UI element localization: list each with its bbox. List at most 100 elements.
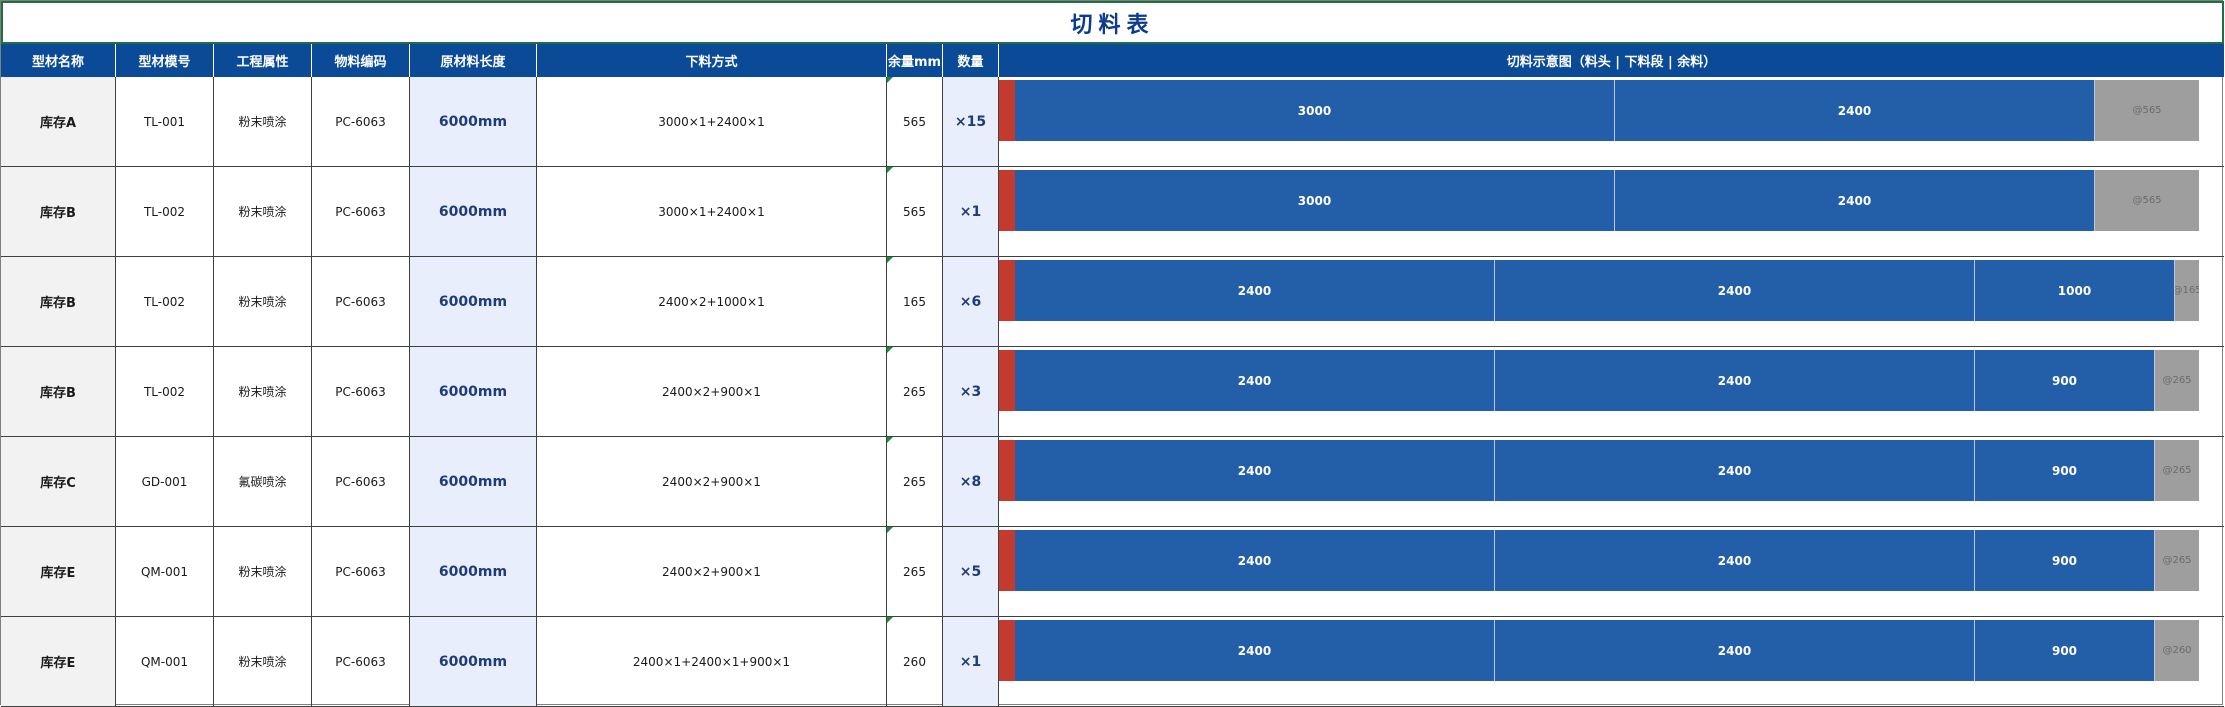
cut-diagram: 3000 2400 @565 bbox=[999, 77, 2224, 166]
cut-piece-segment: 2400 bbox=[1015, 260, 1495, 321]
cut-bar: 2400 2400 900 @265 bbox=[999, 350, 2224, 411]
cut-diagram: 2400 2400 900 @260 bbox=[999, 617, 2224, 706]
cell-raw-length[interactable]: 6000mm bbox=[410, 347, 537, 436]
cell-material-code[interactable]: PC-6063 bbox=[312, 257, 410, 346]
cell-raw-length[interactable]: 6000mm bbox=[410, 437, 537, 526]
cell-remainder[interactable]: 565 bbox=[887, 77, 943, 166]
table-row: 库存B TL-002 粉末喷涂 PC-6063 6000mm 3000×1+2400×1 5… bbox=[1, 167, 2224, 257]
header-raw-length[interactable]: 原材料长度 bbox=[410, 44, 537, 77]
remainder-segment: @165 bbox=[2175, 260, 2199, 321]
cut-piece-segment: 2400 bbox=[1015, 530, 1495, 591]
remainder-value: 260 bbox=[903, 654, 926, 669]
cut-bar: 3000 2400 @565 bbox=[999, 170, 2224, 231]
cut-diagram: 2400 2400 900 @265 bbox=[999, 437, 2224, 526]
cell-material-code[interactable]: PC-6063 bbox=[312, 347, 410, 436]
cell-profile-name[interactable]: 库存E bbox=[1, 617, 116, 706]
remainder-segment: @260 bbox=[2155, 620, 2199, 681]
header-profile-name[interactable]: 型材名称 bbox=[1, 44, 116, 77]
cell-project-attr[interactable]: 粉末喷涂 bbox=[214, 527, 312, 616]
remainder-segment: @265 bbox=[2155, 530, 2199, 591]
header-profile-model[interactable]: 型材模号 bbox=[116, 44, 214, 77]
cell-project-attr[interactable]: 氟碳喷涂 bbox=[214, 437, 312, 526]
cut-piece-segment: 2400 bbox=[1615, 170, 2095, 231]
cell-profile-name[interactable]: 库存E bbox=[1, 527, 116, 616]
title-cell[interactable]: 切料表 bbox=[1, 1, 2224, 44]
remainder-segment: @565 bbox=[2095, 170, 2199, 231]
cell-material-code[interactable]: PC-6063 bbox=[312, 167, 410, 256]
cell-profile-model[interactable]: QM-001 bbox=[116, 527, 214, 616]
cell-profile-name[interactable]: 库存B bbox=[1, 167, 116, 256]
cut-piece-segment: 3000 bbox=[1015, 80, 1615, 141]
header-project-attr[interactable]: 工程属性 bbox=[214, 44, 312, 77]
header-quantity[interactable]: 数量 bbox=[943, 44, 999, 77]
cell-project-attr[interactable]: 粉末喷涂 bbox=[214, 617, 312, 706]
cell-cut-method[interactable]: 3000×1+2400×1 bbox=[537, 167, 887, 256]
cut-piece-segment: 900 bbox=[1975, 530, 2155, 591]
cut-bar: 2400 2400 900 @265 bbox=[999, 440, 2224, 501]
cell-material-code[interactable]: PC-6063 bbox=[312, 77, 410, 166]
remainder-value: 565 bbox=[903, 204, 926, 219]
cell-cut-method[interactable]: 2400×2+900×1 bbox=[537, 347, 887, 436]
cell-remainder[interactable]: 265 bbox=[887, 347, 943, 436]
cell-project-attr[interactable]: 粉末喷涂 bbox=[214, 167, 312, 256]
cell-cut-method[interactable]: 2400×2+900×1 bbox=[537, 527, 887, 616]
cut-piece-segment: 2400 bbox=[1495, 440, 1975, 501]
formula-indicator-icon bbox=[887, 347, 893, 353]
cell-profile-name[interactable]: 库存B bbox=[1, 257, 116, 346]
cell-profile-model[interactable]: GD-001 bbox=[116, 437, 214, 526]
cell-project-attr[interactable]: 粉末喷涂 bbox=[214, 77, 312, 166]
cut-bar: 2400 2400 900 @265 bbox=[999, 530, 2224, 591]
cell-quantity[interactable]: ×8 bbox=[943, 437, 999, 526]
table-row: 库存E QM-001 粉末喷涂 PC-6063 6000mm 2400×1+2400×1+… bbox=[1, 617, 2224, 707]
cell-profile-name[interactable]: 库存C bbox=[1, 437, 116, 526]
cell-raw-length[interactable]: 6000mm bbox=[410, 77, 537, 166]
material-head-segment bbox=[999, 530, 1015, 591]
cell-cut-method[interactable]: 2400×1+2400×1+900×1 bbox=[537, 617, 887, 706]
cell-cut-method[interactable]: 2400×2+1000×1 bbox=[537, 257, 887, 346]
cell-material-code[interactable]: PC-6063 bbox=[312, 617, 410, 706]
cell-quantity[interactable]: ×1 bbox=[943, 167, 999, 256]
cell-quantity[interactable]: ×1 bbox=[943, 617, 999, 706]
cell-quantity[interactable]: ×15 bbox=[943, 77, 999, 166]
cell-profile-model[interactable]: TL-002 bbox=[116, 167, 214, 256]
cell-remainder[interactable]: 265 bbox=[887, 437, 943, 526]
header-cut-diagram[interactable]: 切料示意图（料头 | 下料段 | 余料） bbox=[1506, 55, 1717, 70]
cell-cut-method[interactable]: 2400×2+900×1 bbox=[537, 437, 887, 526]
cut-diagram: 2400 2400 900 @265 bbox=[999, 347, 2224, 436]
cut-piece-segment: 900 bbox=[1975, 350, 2155, 411]
material-head-segment bbox=[999, 260, 1015, 321]
cell-material-code[interactable]: PC-6063 bbox=[312, 527, 410, 616]
header-material-code[interactable]: 物料编码 bbox=[312, 44, 410, 77]
header-remainder[interactable]: 余量mm bbox=[887, 44, 943, 77]
cell-profile-model[interactable]: TL-002 bbox=[116, 257, 214, 346]
cell-remainder[interactable]: 265 bbox=[887, 527, 943, 616]
cell-raw-length[interactable]: 6000mm bbox=[410, 167, 537, 256]
cell-remainder[interactable]: 165 bbox=[887, 257, 943, 346]
cell-quantity[interactable]: ×3 bbox=[943, 347, 999, 436]
cell-remainder[interactable]: 260 bbox=[887, 617, 943, 706]
cell-quantity[interactable]: ×5 bbox=[943, 527, 999, 616]
cut-piece-segment: 1000 bbox=[1975, 260, 2175, 321]
cell-remainder[interactable]: 565 bbox=[887, 167, 943, 256]
formula-indicator-icon bbox=[887, 167, 893, 173]
cell-profile-model[interactable]: TL-002 bbox=[116, 347, 214, 436]
cut-piece-segment: 2400 bbox=[1495, 350, 1975, 411]
cell-raw-length[interactable]: 6000mm bbox=[410, 617, 537, 706]
cell-profile-name[interactable]: 库存B bbox=[1, 347, 116, 436]
cell-profile-model[interactable]: QM-001 bbox=[116, 617, 214, 706]
cell-raw-length[interactable]: 6000mm bbox=[410, 257, 537, 346]
cell-material-code[interactable]: PC-6063 bbox=[312, 437, 410, 526]
remainder-value: 265 bbox=[903, 474, 926, 489]
cell-profile-name[interactable]: 库存A bbox=[1, 77, 116, 166]
remainder-segment: @565 bbox=[2095, 80, 2199, 141]
cell-cut-method[interactable]: 3000×1+2400×1 bbox=[537, 77, 887, 166]
cell-project-attr[interactable]: 粉末喷涂 bbox=[214, 347, 312, 436]
cell-raw-length[interactable]: 6000mm bbox=[410, 527, 537, 616]
cell-profile-model[interactable]: TL-001 bbox=[116, 77, 214, 166]
header-cut-method[interactable]: 下料方式 bbox=[537, 44, 887, 77]
cell-quantity[interactable]: ×6 bbox=[943, 257, 999, 346]
cell-project-attr[interactable]: 粉末喷涂 bbox=[214, 257, 312, 346]
formula-indicator-icon bbox=[887, 437, 893, 443]
